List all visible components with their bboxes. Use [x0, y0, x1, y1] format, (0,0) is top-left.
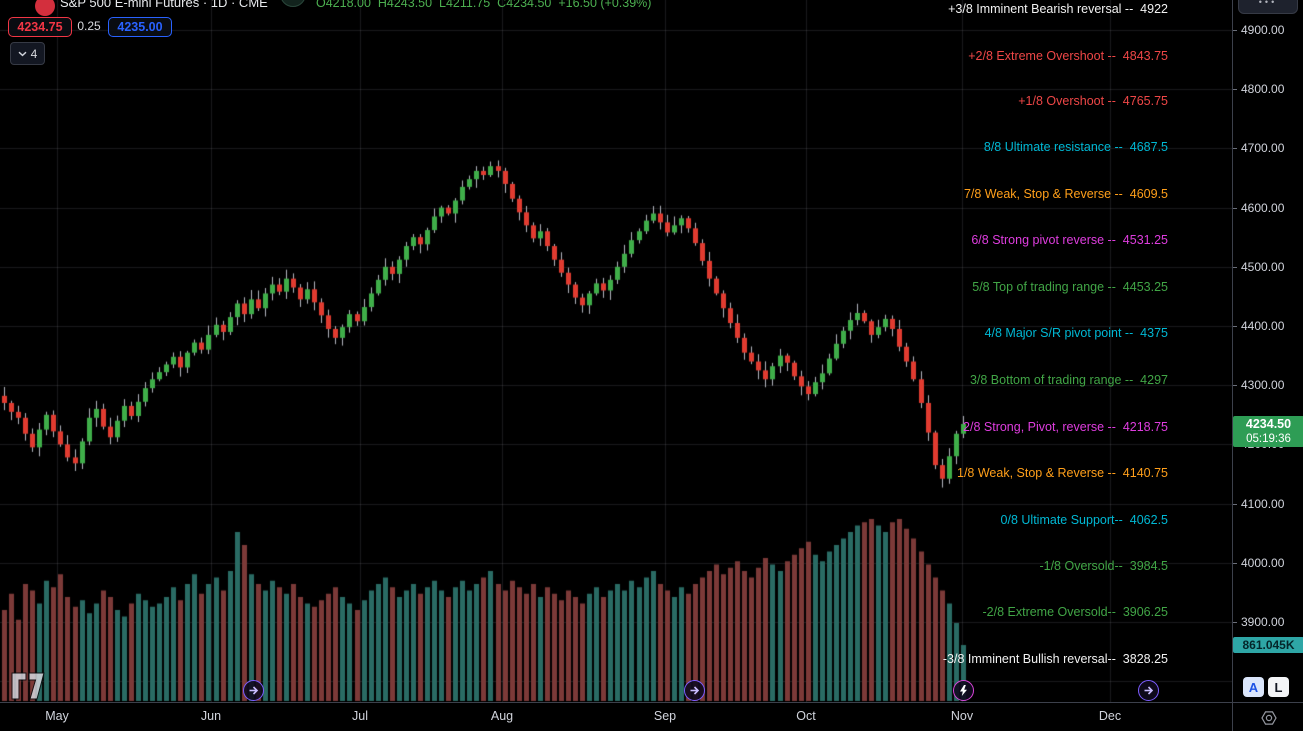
murrey-level: 6/8 Strong pivot reverse -- 4531.25: [971, 233, 1168, 247]
ask-price-box[interactable]: 4235.00: [108, 17, 172, 37]
last-price-badge: 4234.50 05:19:36: [1233, 416, 1303, 447]
murrey-level: 5/8 Top of trading range -- 4453.25: [972, 280, 1168, 294]
price-tick: 4600.00: [1232, 201, 1285, 215]
chevron-down-icon: [18, 51, 27, 56]
price-tick: 4300.00: [1232, 378, 1285, 392]
log-scale-button[interactable]: L: [1268, 677, 1289, 697]
murrey-level: +3/8 Imminent Bearish reversal -- 4922: [948, 2, 1168, 16]
price-tick: 4500.00: [1232, 260, 1285, 274]
symbol-title[interactable]: S&P 500 E-mini Futures · 1D · CME: [60, 0, 268, 10]
price-tick: 4800.00: [1232, 82, 1285, 96]
murrey-level: -2/8 Extreme Oversold-- 3906.25: [982, 605, 1169, 619]
time-axis-month: May: [45, 709, 69, 723]
event-marker[interactable]: [243, 680, 264, 701]
price-tick: 4100.00: [1232, 497, 1285, 511]
time-axis-month: Sep: [653, 709, 677, 723]
price-tick: 4400.00: [1232, 319, 1285, 333]
event-marker[interactable]: [953, 680, 974, 701]
murrey-level: 8/8 Ultimate resistance -- 4687.5: [983, 140, 1168, 154]
volume-badge: 861.045K: [1233, 637, 1303, 653]
time-axis[interactable]: May Jun Jul Aug Sep Oct Nov Dec: [0, 702, 1232, 731]
price-tick: 3900.00: [1232, 615, 1285, 629]
murrey-level: +2/8 Extreme Overshoot -- 4843.75: [968, 49, 1168, 63]
murrey-level: 3/8 Bottom of trading range -- 4297: [969, 373, 1168, 387]
indicators-count: 4: [30, 46, 38, 61]
price-axis[interactable]: 4900.00 4800.00 4700.00 4600.00 4500.00 …: [1232, 0, 1303, 702]
rollover-arrow-icon: [1144, 686, 1154, 695]
murrey-level: 1/8 Weak, Stop & Reverse -- 4140.75: [957, 466, 1168, 480]
murrey-level: +1/8 Overshoot -- 4765.75: [1018, 94, 1168, 108]
last-price-value: 4234.50: [1245, 417, 1292, 431]
event-marker[interactable]: [1138, 680, 1159, 701]
time-axis-month: Jun: [200, 709, 222, 723]
tradingview-logo[interactable]: [8, 672, 48, 705]
bid-price-box[interactable]: 4234.75: [8, 17, 72, 37]
murrey-level: 4/8 Major S/R pivot point -- 4375: [984, 326, 1168, 340]
price-tick: 4000.00: [1232, 556, 1285, 570]
bar-countdown: 05:19:36: [1246, 433, 1291, 445]
symbol-logo-icon[interactable]: [35, 0, 55, 16]
murrey-level: -1/8 Oversold-- 3984.5: [1039, 559, 1168, 573]
indicators-collapse-button[interactable]: 4: [10, 42, 45, 65]
time-axis-month: Oct: [796, 709, 816, 723]
price-chart-canvas[interactable]: [0, 0, 1232, 702]
event-marker[interactable]: [684, 680, 705, 701]
price-scale-menu-button[interactable]: •••: [1238, 0, 1298, 14]
time-axis-month: Nov: [950, 709, 974, 723]
lightning-icon: [960, 685, 967, 696]
ohlc-values: O4218.00 H4243.50 L4211.75 C4234.50 +16.…: [316, 0, 652, 10]
time-axis-month: Jul: [352, 709, 368, 723]
tradingview-logo-icon: [11, 672, 45, 700]
auto-scale-button[interactable]: A: [1243, 677, 1264, 697]
time-axis-month: Aug: [490, 709, 514, 723]
spread-value: 0.25: [77, 19, 101, 33]
chart-settings-button[interactable]: [1232, 702, 1303, 731]
ellipsis-icon: •••: [1258, 0, 1278, 7]
gear-icon: [1260, 710, 1277, 725]
time-axis-month: Dec: [1098, 709, 1122, 723]
price-tick: 4700.00: [1232, 141, 1285, 155]
price-tick: 4900.00: [1232, 23, 1285, 37]
murrey-level: 0/8 Ultimate Support-- 4062.5: [1000, 513, 1168, 527]
rollover-arrow-icon: [690, 686, 700, 695]
murrey-level: 2/8 Strong, Pivot, reverse -- 4218.75: [963, 420, 1168, 434]
rollover-arrow-icon: [249, 686, 259, 695]
murrey-level: 7/8 Weak, Stop & Reverse -- 4609.5: [963, 187, 1168, 201]
murrey-level: -3/8 Imminent Bullish reversal-- 3828.25: [942, 652, 1168, 666]
